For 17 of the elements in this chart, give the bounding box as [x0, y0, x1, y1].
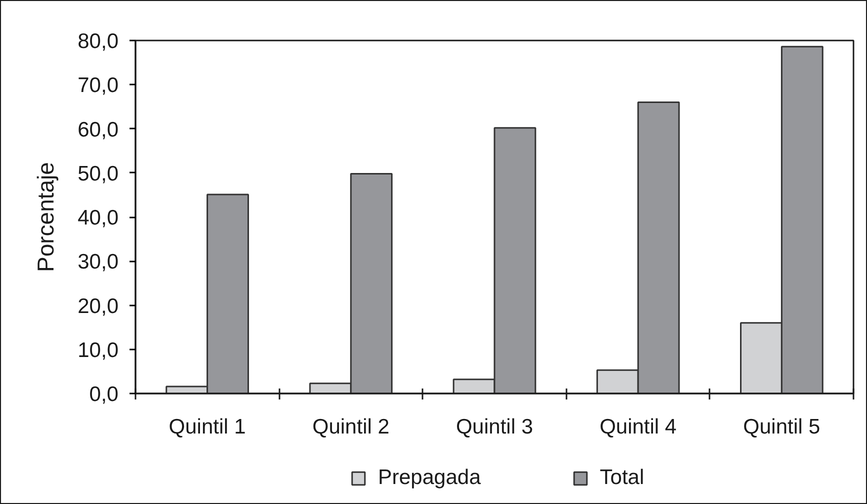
- x-tick-label: Quintil 5: [743, 416, 820, 438]
- y-tick-label: 0,0: [89, 383, 119, 406]
- y-tick-label: 20,0: [78, 294, 119, 318]
- x-tick-label: Quintil 2: [312, 416, 390, 438]
- x-tick-label: Quintil 4: [600, 416, 677, 438]
- y-tick-label: 60,0: [78, 118, 119, 142]
- y-tick-label: 70,0: [78, 74, 119, 98]
- legend-label: Total: [600, 466, 644, 490]
- y-tick-label: 50,0: [78, 162, 119, 186]
- y-axis-title: Porcentaje: [32, 162, 59, 272]
- y-tick-label: 10,0: [78, 338, 119, 362]
- y-tick-label: 40,0: [78, 206, 119, 230]
- legend-label: Prepagada: [378, 466, 481, 490]
- x-tick-label: Quintil 3: [456, 416, 534, 438]
- x-tick-label: Quintil 1: [168, 416, 246, 438]
- y-tick-label: 80,0: [78, 30, 119, 53]
- y-tick-label: 30,0: [78, 250, 119, 274]
